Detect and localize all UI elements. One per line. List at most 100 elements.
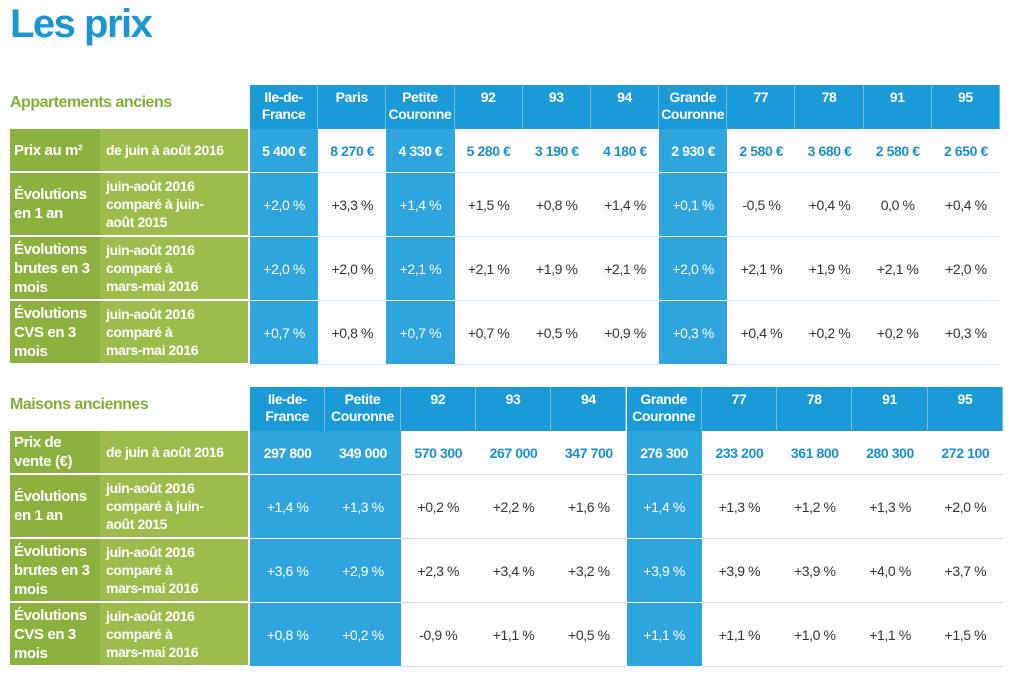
value-cell: +1,1 % <box>626 603 702 667</box>
column-header: 93 <box>522 85 591 129</box>
value-cell: 5 400 € <box>250 129 319 173</box>
column-header: 92 <box>454 85 523 129</box>
value-cell: +0,2 % <box>795 301 864 365</box>
value-cell: +0,5 % <box>551 603 627 667</box>
value-cell: +1,3 % <box>852 475 928 539</box>
value-cell: +3,9 % <box>701 539 778 603</box>
value-cell: +1,9 % <box>795 237 864 301</box>
value-cell: +0,1 % <box>659 173 728 237</box>
value-cell: +3,3 % <box>318 173 387 237</box>
column-header: 91 <box>863 85 932 129</box>
value-cell: +3,7 % <box>927 539 1003 603</box>
value-cell: +0,4 % <box>795 173 864 237</box>
value-cell: +1,3 % <box>701 475 778 539</box>
column-header: 78 <box>795 85 864 129</box>
row-label: Prix au m² <box>10 129 100 173</box>
value-cell: +0,2 % <box>325 603 401 667</box>
value-cell: +2,0 % <box>931 237 1000 301</box>
value-cell: +0,7 % <box>386 301 455 365</box>
column-header: 77 <box>727 85 796 129</box>
value-cell: 3 190 € <box>522 129 591 173</box>
value-cell: 570 300 <box>400 431 476 475</box>
column-header: Paris <box>318 85 387 129</box>
value-cell: +1,5 % <box>454 173 523 237</box>
value-cell: 280 300 <box>852 431 928 475</box>
column-header: Petite Couronne <box>386 85 455 129</box>
row-label: Prix de vente (€) <box>10 431 100 475</box>
value-cell: +1,1 % <box>701 603 778 667</box>
value-cell: +2,1 % <box>386 237 455 301</box>
value-cell: +1,5 % <box>927 603 1003 667</box>
value-cell: +1,6 % <box>551 475 627 539</box>
column-header: 78 <box>777 387 853 431</box>
value-cell: +1,4 % <box>590 173 660 237</box>
value-cell: +0,4 % <box>931 173 1000 237</box>
value-cell: 4 330 € <box>386 129 455 173</box>
value-cell: +3,2 % <box>551 539 627 603</box>
value-cell: -0,5 % <box>727 173 796 237</box>
value-cell: 361 800 <box>777 431 853 475</box>
column-header: 95 <box>927 387 1003 431</box>
row-period: de juin à août 2016 <box>100 129 248 173</box>
value-cell: +0,9 % <box>590 301 660 365</box>
value-cell: +2,9 % <box>325 539 401 603</box>
value-cell: 5 280 € <box>454 129 523 173</box>
page-title: Les prix <box>10 2 153 46</box>
value-cell: +1,0 % <box>777 603 853 667</box>
value-cell: 347 700 <box>551 431 627 475</box>
column-header: 93 <box>475 387 552 431</box>
value-cell: +3,9 % <box>626 539 702 603</box>
row-label: Évolutions brutes en 3 mois <box>10 539 100 603</box>
column-header: Ile-de-France <box>250 387 326 431</box>
value-cell: +0,8 % <box>250 603 326 667</box>
row-period: juin-août 2016 comparé à juin-août 2015 <box>100 173 248 237</box>
value-cell: +2,1 % <box>454 237 523 301</box>
value-cell: +1,3 % <box>325 475 401 539</box>
value-cell: +2,2 % <box>475 475 552 539</box>
value-cell: +2,1 % <box>727 237 796 301</box>
value-cell: +4,0 % <box>852 539 928 603</box>
value-cell: +0,3 % <box>931 301 1000 365</box>
value-cell: 2 580 € <box>863 129 932 173</box>
column-header: 91 <box>852 387 928 431</box>
row-label: Évolutions CVS en 3 mois <box>10 301 100 365</box>
value-cell: +0,2 % <box>400 475 476 539</box>
row-period: juin-août 2016 comparé à mars-mai 2016 <box>100 603 248 667</box>
column-header: 94 <box>551 387 627 431</box>
value-cell: 0,0 % <box>863 173 932 237</box>
value-cell: +3,6 % <box>250 539 326 603</box>
value-cell: +2,1 % <box>863 237 932 301</box>
value-cell: +0,2 % <box>863 301 932 365</box>
value-cell: 297 800 <box>250 431 326 475</box>
value-cell: +2,0 % <box>927 475 1003 539</box>
value-cell: +1,4 % <box>250 475 326 539</box>
value-cell: +1,9 % <box>522 237 591 301</box>
column-header: 95 <box>931 85 1000 129</box>
row-label: Évolutions en 1 an <box>10 475 100 539</box>
row-label: Évolutions en 1 an <box>10 173 100 237</box>
row-label: Évolutions brutes en 3 mois <box>10 237 100 301</box>
value-cell: 349 000 <box>325 431 401 475</box>
value-cell: 8 270 € <box>318 129 387 173</box>
value-cell: +0,5 % <box>522 301 591 365</box>
table-heading: Maisons anciennes <box>10 396 149 413</box>
row-period: juin-août 2016 comparé à mars-mai 2016 <box>100 301 248 365</box>
column-header: Petite Couronne <box>325 387 401 431</box>
value-cell: +1,1 % <box>475 603 552 667</box>
value-cell: +3,9 % <box>777 539 853 603</box>
row-period: de juin à août 2016 <box>100 431 248 475</box>
value-cell: 276 300 <box>626 431 702 475</box>
column-header: Ile-de-France <box>250 85 319 129</box>
value-cell: +0,3 % <box>659 301 728 365</box>
value-cell: 267 000 <box>475 431 552 475</box>
value-cell: +2,0 % <box>250 173 319 237</box>
column-header: 77 <box>701 387 778 431</box>
column-header: 94 <box>590 85 660 129</box>
row-label: Évolutions CVS en 3 mois <box>10 603 100 667</box>
value-cell: +3,4 % <box>475 539 552 603</box>
value-cell: 233 200 <box>701 431 778 475</box>
value-cell: 272 100 <box>927 431 1003 475</box>
value-cell: 2 650 € <box>931 129 1000 173</box>
value-cell: -0,9 % <box>400 603 476 667</box>
